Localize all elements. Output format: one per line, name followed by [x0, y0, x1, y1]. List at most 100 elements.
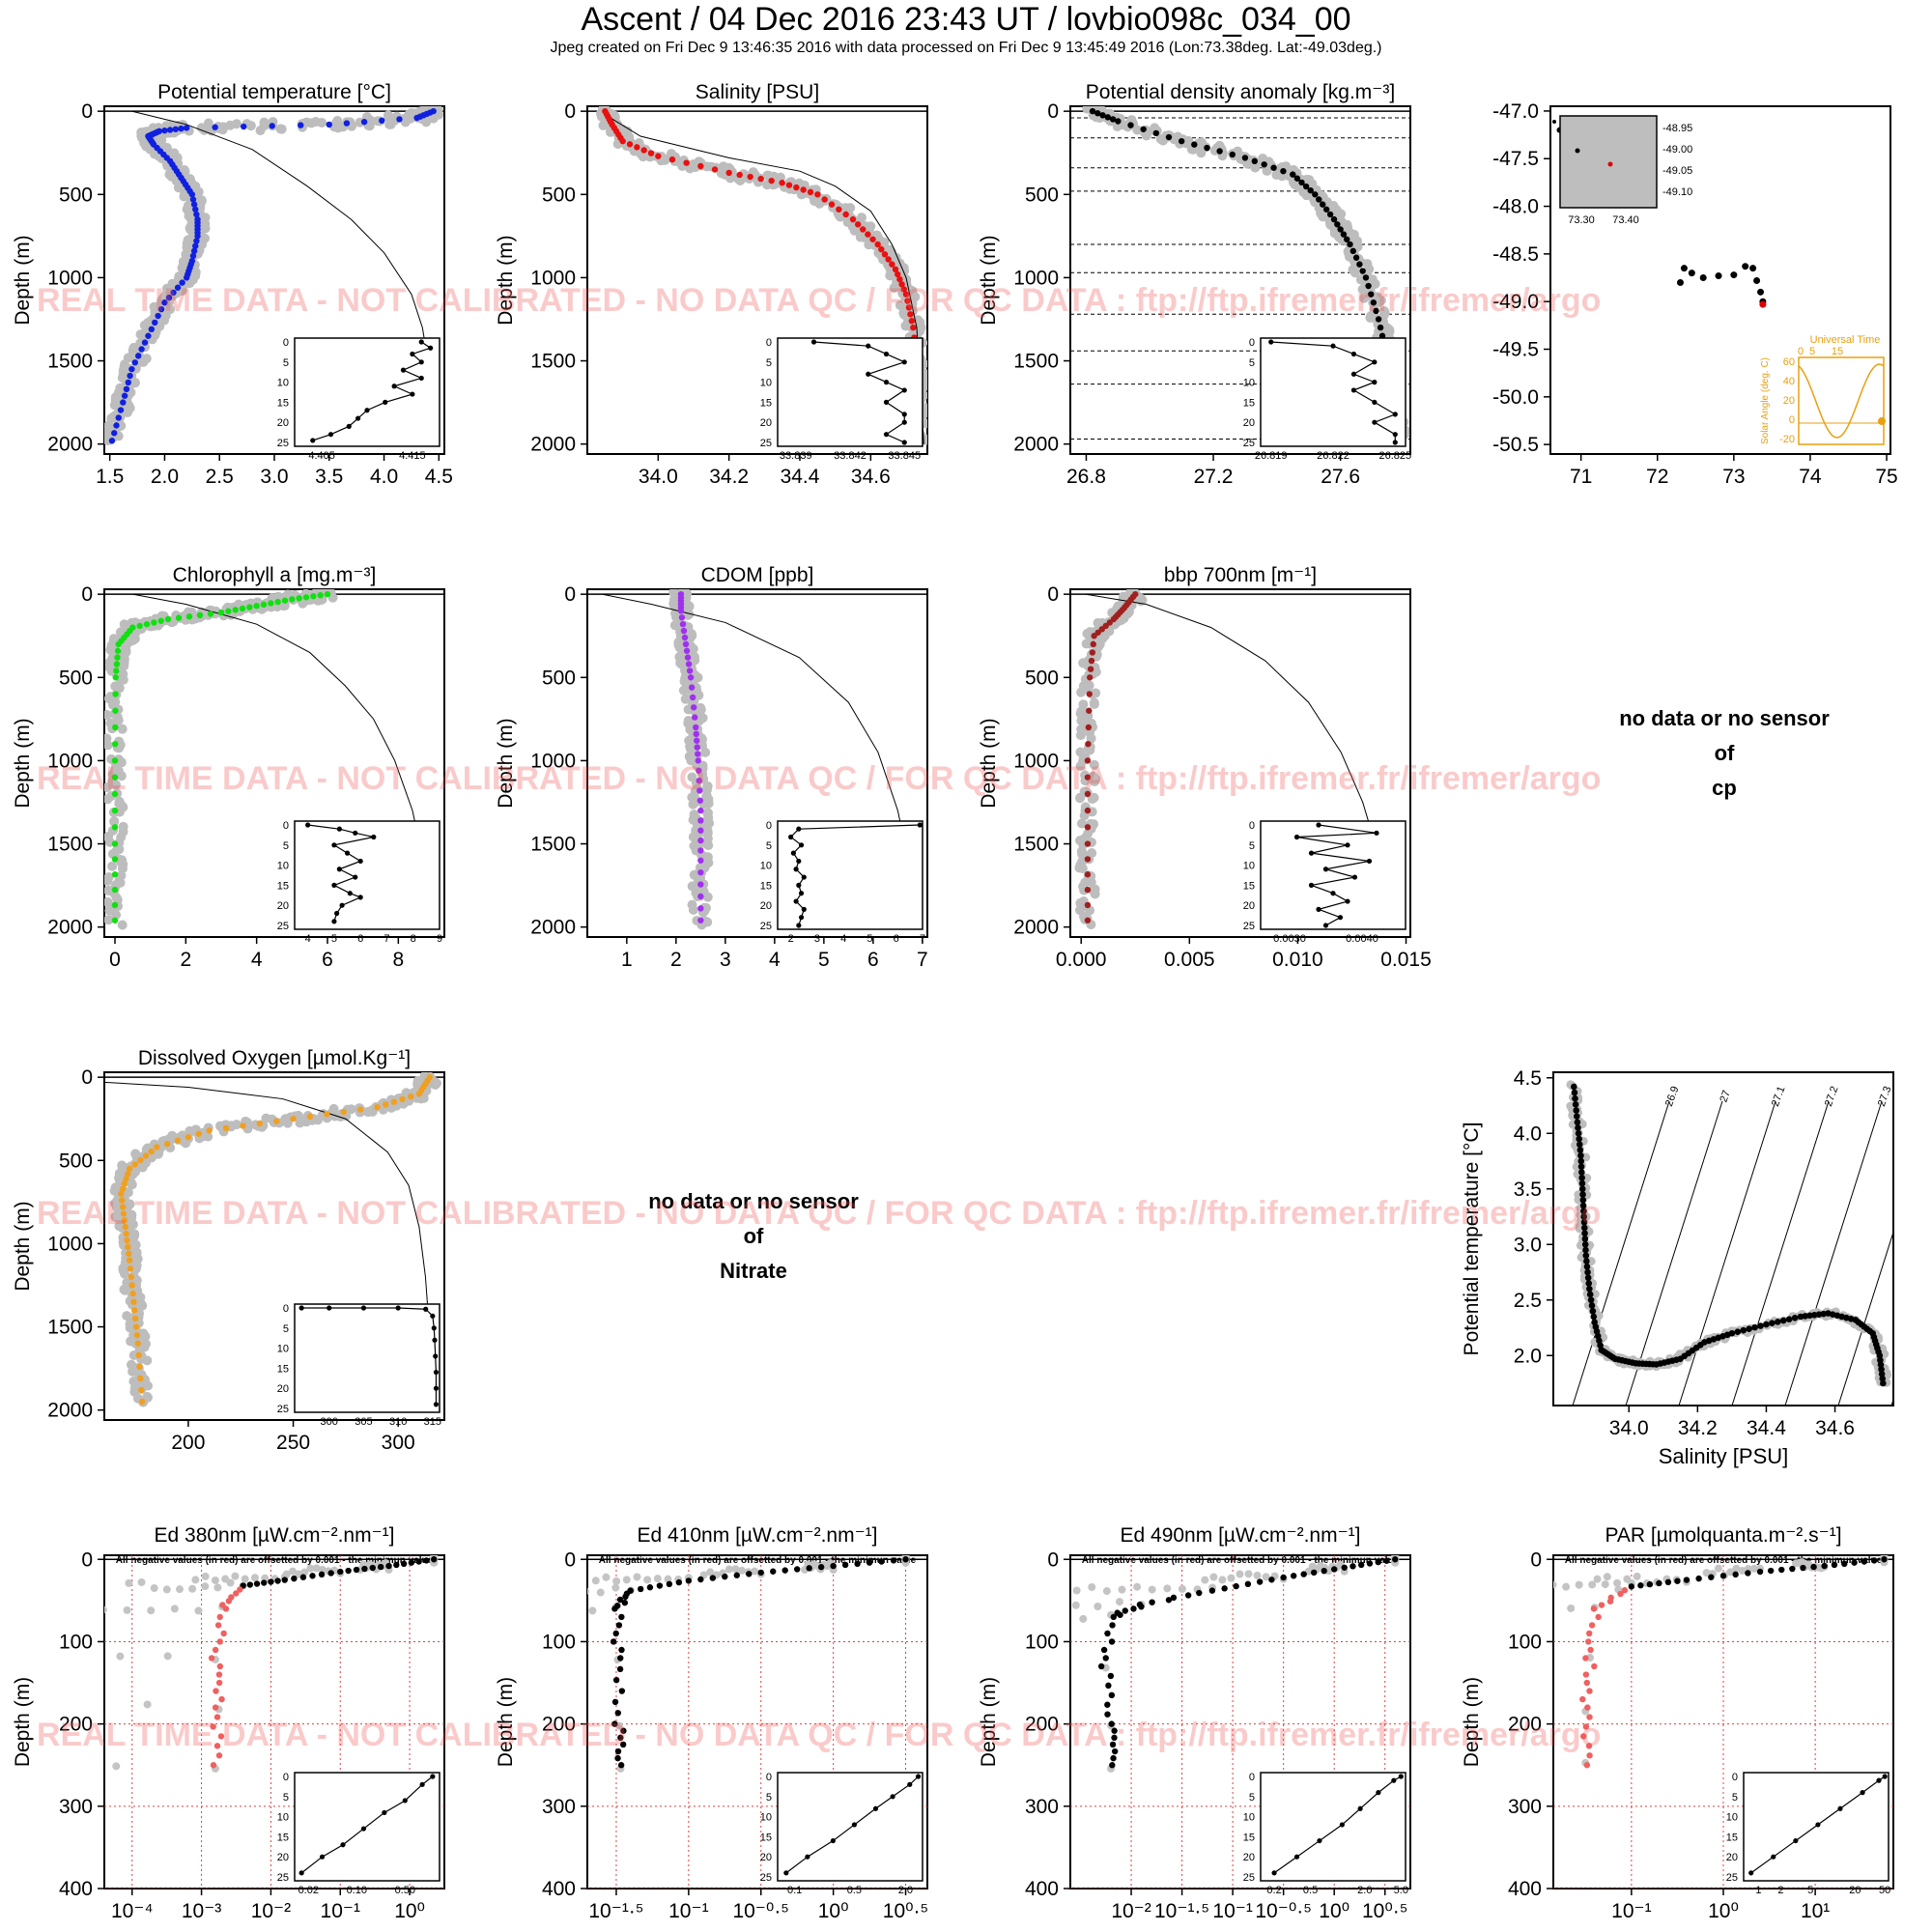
no-data-nitrate-line3: Nitrate — [720, 1259, 787, 1283]
ts-xtick-label: 34.6 — [1815, 1417, 1855, 1439]
oxy-data-point — [340, 1108, 347, 1116]
cdom-data-point — [688, 684, 696, 691]
par-data-point — [1582, 1723, 1590, 1730]
temp-data-point — [193, 211, 200, 218]
map-track-point — [1699, 274, 1707, 282]
ed490-historical-point — [948, 1659, 955, 1666]
ed490-data-point — [1350, 1563, 1356, 1570]
ed380-plot-area — [104, 1555, 444, 1889]
ed490-data-point — [1221, 1585, 1228, 1592]
ed410-data-point — [611, 1698, 619, 1706]
chla-inset-xtick-label: 4 — [305, 933, 311, 945]
cdom-data-point — [697, 905, 704, 912]
dens-data-point — [1094, 110, 1101, 117]
map-ytick-label: -48.5 — [1492, 243, 1539, 266]
par-historical-point — [1633, 1572, 1641, 1580]
chla-historical-point — [116, 771, 127, 781]
ed380-data-point — [222, 1605, 230, 1612]
chla-data-point — [111, 774, 119, 781]
ts-data-point — [1574, 1119, 1581, 1126]
par-inset-point — [1876, 1777, 1882, 1783]
ts-isopycnal — [1890, 1398, 1893, 1406]
bbp-data-point — [1088, 657, 1095, 665]
ed380-data-point — [214, 1622, 222, 1629]
ed490-data-point — [1341, 1564, 1348, 1571]
bbp-data-point — [1085, 740, 1092, 748]
bbp-ytick-label: 1000 — [1013, 750, 1059, 772]
ed490-historical-point — [999, 1661, 1007, 1668]
dens-data-point — [1337, 226, 1344, 233]
ts-data-point — [1579, 1191, 1586, 1198]
oxy-data-point — [119, 1185, 127, 1192]
ed410-inset-point — [915, 1774, 922, 1779]
ed490-inset-ytick-label: 20 — [1243, 1852, 1255, 1863]
temp-data-point — [135, 353, 142, 359]
chla-data-point — [115, 640, 122, 648]
chla-data-point — [260, 601, 268, 609]
ed410-historical-point — [185, 1651, 193, 1659]
par-data-point — [1841, 1560, 1848, 1568]
ts-data-point — [1581, 1240, 1589, 1248]
ed410-inset-point — [872, 1805, 879, 1811]
ed380-historical-point — [231, 1572, 240, 1580]
map-ytick-label: -47.0 — [1492, 100, 1539, 123]
par-data-point — [1870, 1557, 1878, 1564]
sal-data-point — [908, 318, 916, 325]
ed380-data-point — [309, 1573, 316, 1579]
ed380-data-point — [225, 1598, 233, 1605]
sal-inset-point — [901, 440, 907, 445]
ed380-data-point — [246, 1581, 254, 1588]
par-inset-point — [1748, 1870, 1754, 1876]
bbp-inset-point — [1366, 858, 1373, 865]
dens-inset-ytick-label: 5 — [1249, 357, 1255, 369]
bbp-historical-point — [1076, 687, 1087, 697]
ed490-historical-point — [1178, 1584, 1186, 1593]
cdom-inset-point — [796, 882, 802, 889]
ed410-historical-point — [602, 1573, 611, 1581]
chla-historical-point — [104, 905, 115, 916]
map-inset-ytick-label: -49.00 — [1662, 144, 1692, 156]
par-data-point — [1881, 1556, 1888, 1563]
cdom-historical-point — [696, 704, 706, 715]
par-data-point — [1695, 1575, 1702, 1582]
ts-isopycnal — [1837, 1230, 1893, 1406]
dens-data-point — [1280, 167, 1287, 175]
par-inset-point — [1860, 1790, 1865, 1796]
dens-data-point — [1115, 118, 1122, 125]
ts-data-point — [1573, 1113, 1580, 1120]
ts-isopycnal — [1572, 1100, 1670, 1406]
oxy-data-point — [128, 1282, 135, 1289]
bbp-inset-point — [1337, 915, 1344, 921]
oxy-historical-point — [120, 1285, 130, 1295]
ts-ytick-label: 2.0 — [1514, 1345, 1542, 1367]
ed490-data-point — [1244, 1580, 1252, 1588]
dens-data-point — [1290, 171, 1296, 178]
sal-data-point — [865, 231, 871, 238]
par-historical-point — [1443, 1652, 1451, 1660]
dens-inset-ytick-label: 10 — [1243, 378, 1255, 389]
chla-data-point — [113, 668, 120, 674]
bbp-inset-xtick-label: 0.0030 — [1273, 933, 1306, 945]
oxy-data-point — [132, 1323, 140, 1330]
temp-data-point — [138, 346, 145, 353]
ed410-data-point — [746, 1571, 753, 1577]
ts-ytick-label: 2.5 — [1514, 1290, 1542, 1312]
cdom-plot-area — [587, 589, 927, 930]
ed410-data-point — [854, 1560, 861, 1568]
ed380-inset: 0 5 10 15 20 25 0.02 0.10 0.50 — [277, 1772, 440, 1896]
temp-inset-point — [418, 375, 424, 382]
par-data-point — [1628, 1583, 1635, 1590]
oxy-plot-area — [104, 1072, 444, 1410]
map-xtick-label: 72 — [1646, 466, 1668, 488]
par-inset-point — [1793, 1837, 1799, 1844]
chla-data-point — [112, 674, 119, 681]
chla-historical-point — [113, 681, 124, 692]
ed410-data-point — [890, 1557, 897, 1564]
dens-data-point — [1261, 161, 1267, 168]
ts-data-point — [1774, 1319, 1781, 1325]
ed410-historical-point — [418, 1760, 426, 1768]
ed380-xtick-label: 10⁰ — [394, 1900, 425, 1922]
par-data-point — [1583, 1762, 1591, 1769]
ed380-historical-point — [150, 1584, 158, 1593]
bbp-data-point — [1086, 707, 1093, 714]
